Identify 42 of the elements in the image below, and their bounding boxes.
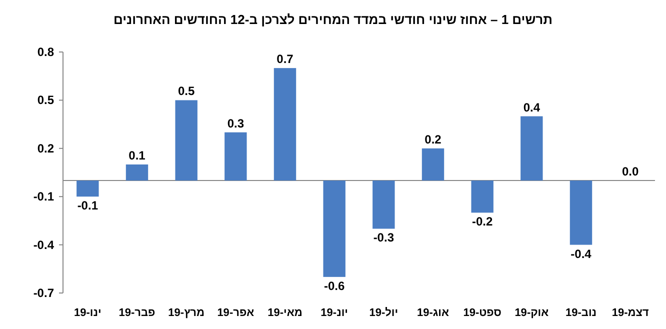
y-tick-label: -0.7 [33, 286, 54, 300]
y-tick-label: -0.1 [33, 190, 54, 204]
bar [274, 68, 296, 181]
bar [175, 100, 198, 181]
bar [224, 132, 247, 181]
bar [372, 180, 395, 229]
data-label: 0.0 [622, 164, 639, 179]
bar [471, 180, 494, 213]
y-tick-label: 0.2 [37, 141, 54, 156]
x-tick-label: אפר-19 [217, 307, 255, 319]
data-label: 0.5 [178, 84, 195, 98]
bar [76, 180, 99, 197]
x-tick-label: פבר-19 [118, 307, 156, 319]
x-tick-label: ספט-19 [463, 307, 502, 319]
x-tick-label: מרץ-19 [168, 307, 204, 319]
data-label: -0.3 [373, 230, 394, 245]
y-tick-label: -0.4 [33, 238, 54, 252]
data-label: -0.4 [570, 246, 592, 261]
y-tick-label: 0.5 [37, 93, 54, 108]
bar [570, 180, 592, 245]
x-tick-label: יול-19 [369, 307, 398, 319]
data-label: -0.6 [324, 278, 345, 293]
data-label: 0.2 [424, 132, 442, 146]
data-label: 0.3 [227, 116, 244, 130]
x-tick-label: נוב-19 [565, 307, 597, 319]
x-tick-label: ינו-19 [74, 307, 102, 319]
bar [422, 148, 444, 181]
chart-title: תרשים 1 – אחוז שינוי חודשי במדד המחירים לצרכן ב-12 החודשים האחרונים [113, 12, 553, 27]
y-tick-label: 0.8 [37, 45, 54, 59]
bar [520, 116, 543, 181]
bar [126, 164, 148, 181]
x-tick-label: דצמ-19 [612, 307, 650, 319]
x-tick-label: אוג-19 [416, 307, 450, 319]
data-label: 0.1 [128, 148, 146, 162]
x-tick-label: אוק-19 [514, 307, 550, 319]
data-label: 0.4 [523, 100, 540, 114]
x-tick-label: מאי-19 [268, 307, 302, 319]
data-label: -0.2 [472, 214, 493, 229]
data-label: -0.1 [77, 198, 98, 213]
data-label: 0.7 [276, 52, 294, 66]
x-tick-label: יונ-19 [320, 307, 348, 319]
bar [323, 180, 346, 277]
